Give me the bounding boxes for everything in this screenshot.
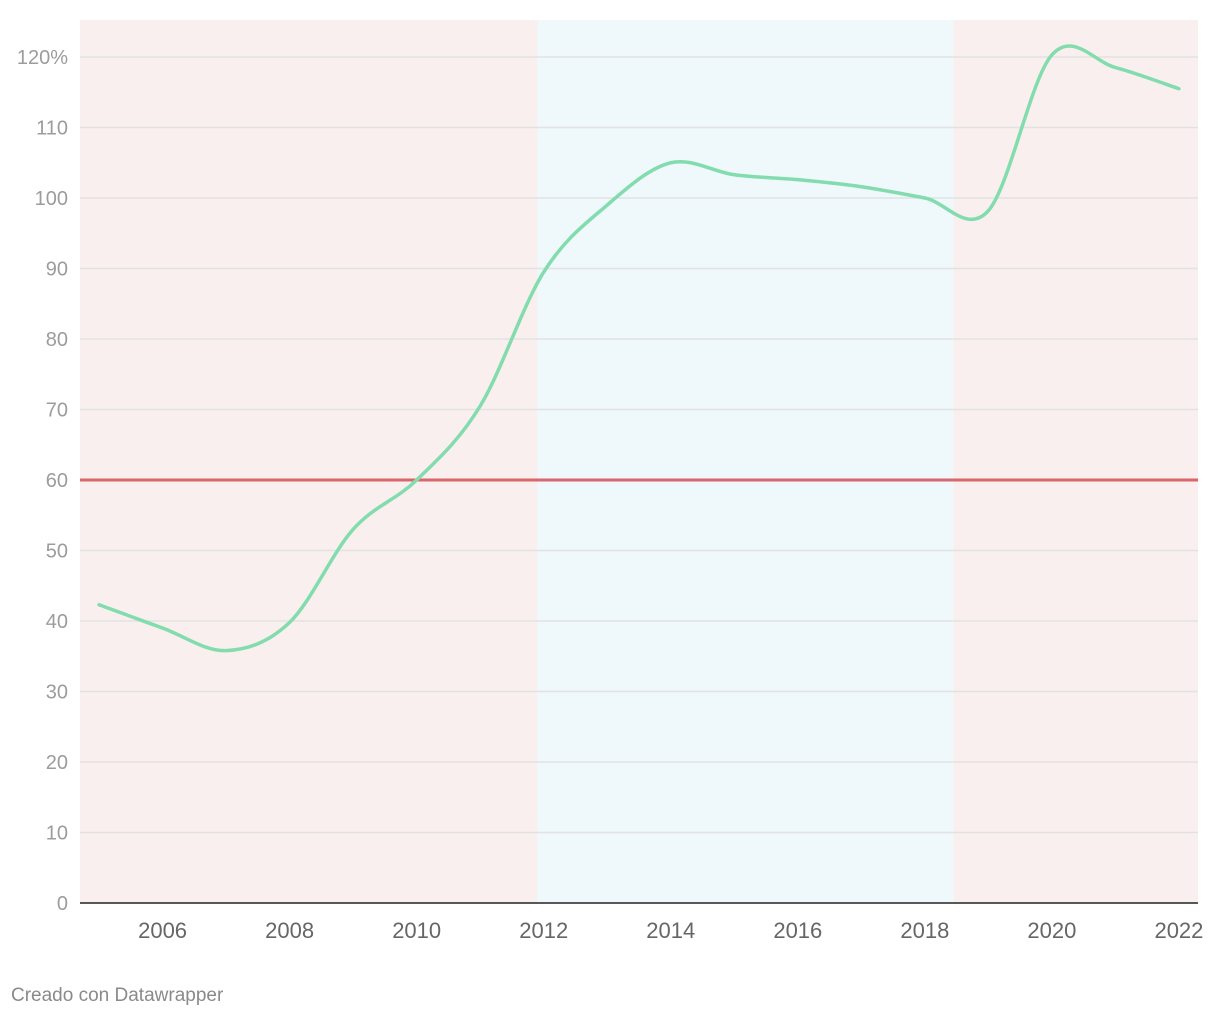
series-line-1: [97, 44, 1181, 653]
y-tick-label-90: 90: [46, 259, 68, 281]
chart-area: 0 10 20 30 40 50 60 70 80 90 100 110 120% 2006 2008 20…: [17, 20, 1203, 943]
background-band-2: [537, 20, 954, 903]
x-tick-label-2020: 2020: [1027, 918, 1076, 943]
background-band-3: [953, 20, 1198, 903]
x-tick-label-2014: 2014: [646, 918, 695, 943]
y-tick-label-110: 110: [36, 118, 68, 140]
y-tick-label-0: 0: [57, 893, 68, 915]
credit-text: Creado con Datawrapper: [11, 985, 224, 1006]
x-tick-label-2010: 2010: [392, 918, 441, 943]
x-tick-label-2018: 2018: [900, 918, 949, 943]
y-tick-label-30: 30: [46, 682, 68, 704]
background-bands: [80, 20, 1198, 903]
y-tick-label-20: 20: [46, 752, 68, 774]
background-band-1: [80, 20, 538, 903]
x-tick-label-2012: 2012: [519, 918, 568, 943]
x-axis-ticks: 2006 2008 2010 2012 2014 2016 2018 2020 2022: [138, 918, 1203, 943]
series-group: [97, 44, 1181, 653]
y-tick-label-10: 10: [46, 823, 68, 845]
x-tick-label-2008: 2008: [265, 918, 314, 943]
y-tick-label-120: 120%: [17, 47, 68, 69]
x-tick-label-2022: 2022: [1154, 918, 1203, 943]
y-axis-ticks: 0 10 20 30 40 50 60 70 80 90 100 110 120%: [17, 47, 68, 915]
y-tick-label-70: 70: [46, 400, 68, 422]
x-tick-label-2006: 2006: [138, 918, 187, 943]
y-tick-label-100: 100: [35, 188, 68, 210]
y-tick-label-80: 80: [46, 329, 68, 351]
x-tick-label-2016: 2016: [773, 918, 822, 943]
y-tick-label-60: 60: [46, 470, 68, 492]
y-tick-label-40: 40: [46, 611, 68, 633]
y-tick-label-50: 50: [46, 541, 68, 563]
